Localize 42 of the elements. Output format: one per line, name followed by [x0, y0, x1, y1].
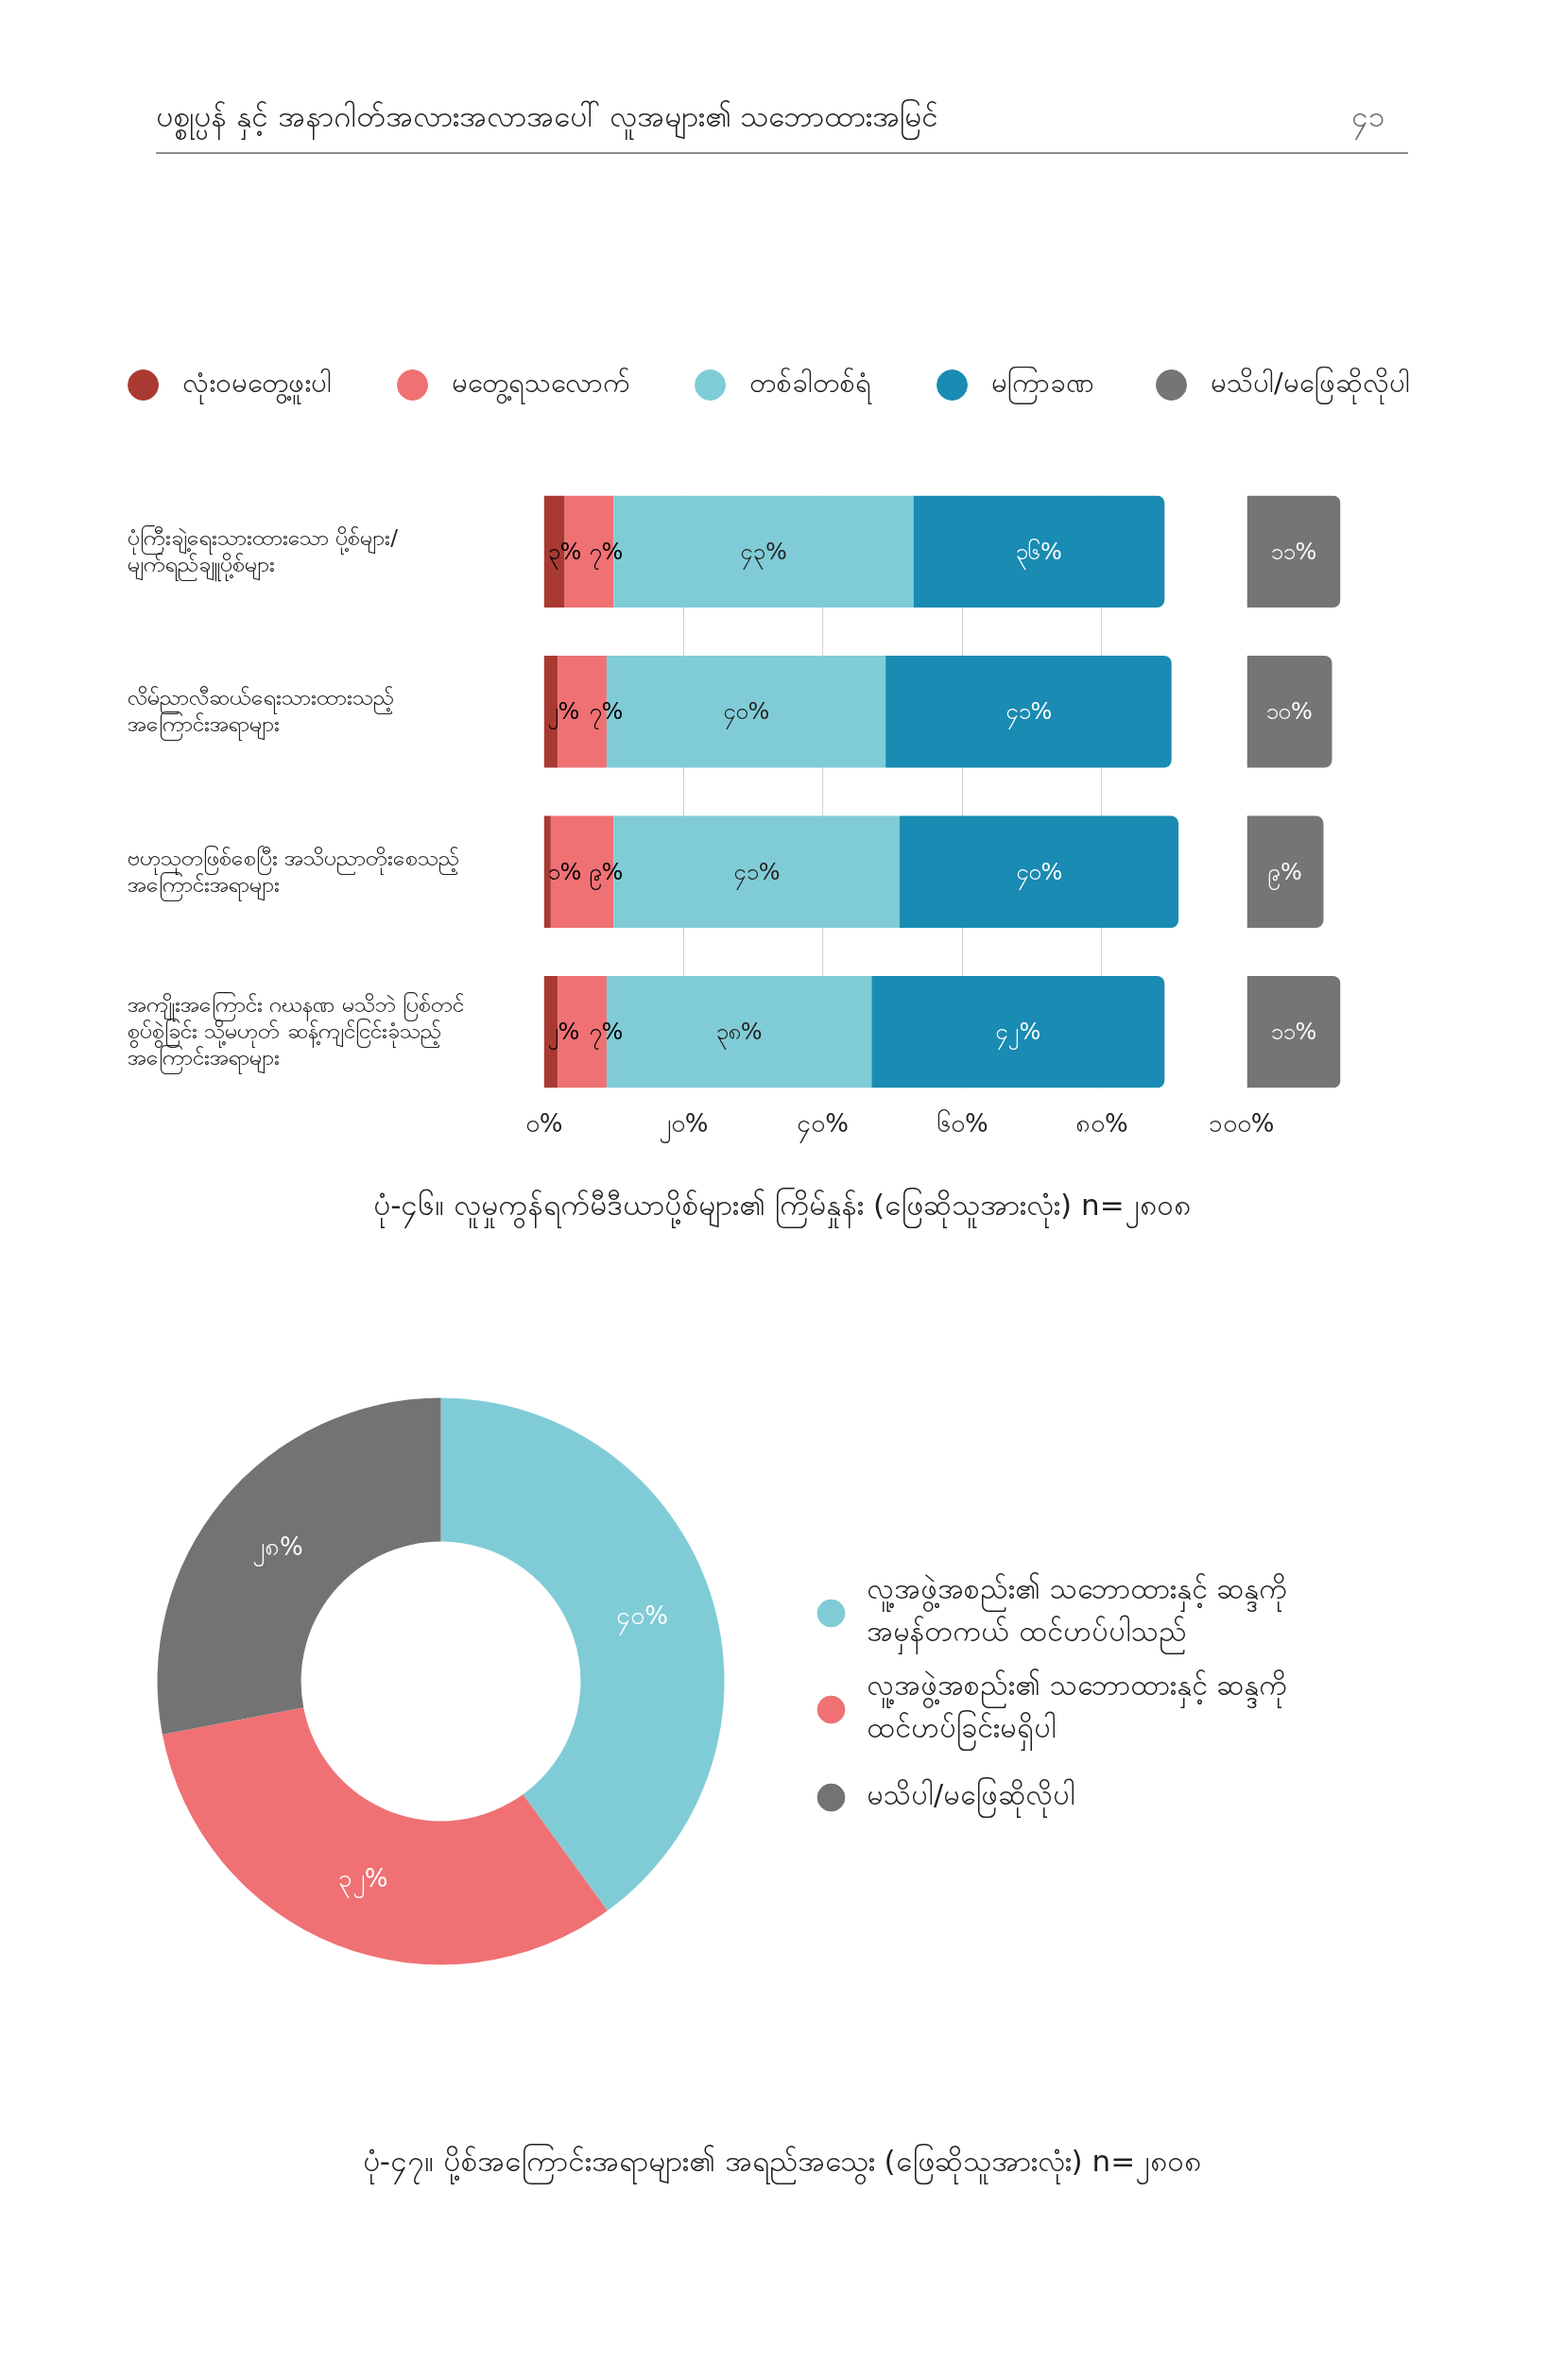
data-label: ၃၈%: [715, 1019, 763, 1051]
legend-label: လူ့အဖွဲ့အစည်း၏ သဘောထားနှင့် ဆန္ဒကို ထင်ဟပ်ခြင်းမရှိပါ: [867, 1668, 1288, 1752]
data-label: ၄၀%: [722, 698, 770, 730]
data-label: ၄၀%: [1015, 858, 1063, 890]
legend-label: မတွေ့ရသလောက်: [452, 365, 629, 405]
data-label: ၄၃%: [740, 538, 787, 570]
data-label: ၇%: [589, 1019, 624, 1051]
legend-label: မသိပါ/မဖြေဆိုလိုပါ: [1211, 365, 1410, 405]
data-label: ၄၂%: [995, 1019, 1041, 1051]
legend-label: မကြာခဏ: [991, 365, 1094, 405]
data-label: ၃၆%: [1016, 537, 1062, 570]
x-tick-label: ၆၀%: [936, 1107, 988, 1138]
data-label: ၉%: [1268, 858, 1302, 890]
data-label: ၃%: [547, 538, 582, 570]
data-label: ၁%: [547, 858, 582, 885]
data-label: ၄၁%: [1005, 698, 1053, 730]
x-tick-label: ၄၀%: [797, 1108, 850, 1143]
data-label: ၇%: [589, 538, 624, 570]
data-label: ၄၀%: [616, 1601, 668, 1636]
x-tick-label: ၀%: [524, 1108, 563, 1138]
bar: [913, 495, 1165, 608]
x-tick-label: ၈၀%: [1075, 1108, 1128, 1138]
data-label: ၂၈%: [252, 1532, 303, 1567]
legend-label: လုံးဝမတွေ့ဖူးပါ: [182, 365, 332, 405]
data-label: ၂%: [547, 698, 580, 730]
bar: [885, 655, 1172, 768]
bar: [543, 815, 551, 929]
data-label: ၃၂%: [337, 1863, 388, 1898]
x-tick-label: ၁၀၀%: [1208, 1108, 1275, 1138]
legend-label: တစ်ခါတစ်ရံ: [749, 365, 871, 405]
x-tick-label: ၂၀%: [658, 1108, 709, 1143]
data-label: ၇%: [589, 698, 624, 730]
data-label: ၁၁%: [1270, 1019, 1317, 1046]
data-label: ၁၁%: [1270, 538, 1317, 565]
data-label: ၁၀%: [1266, 698, 1313, 726]
data-label: ၄၁%: [732, 858, 781, 890]
data-label: ၉%: [589, 858, 624, 890]
data-label: ၂%: [547, 1019, 580, 1051]
legend-label: မသိပါ/မဖြေဆိုလိုပါ: [867, 1776, 1076, 1819]
bar: [871, 975, 1165, 1088]
bar: [899, 815, 1179, 929]
legend-label: လူ့အဖွဲ့အစည်း၏ သဘောထားနှင့် ဆန္ဒကို အမှန်တကယ် ထင်ဟပ်ပါသည်: [867, 1571, 1288, 1655]
